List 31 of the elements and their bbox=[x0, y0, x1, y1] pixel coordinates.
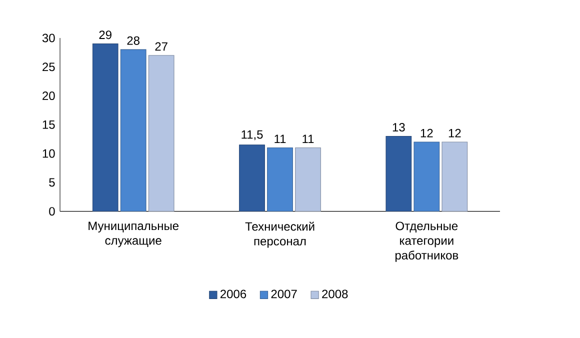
data-label: 11 bbox=[274, 134, 286, 144]
data-label: 28 bbox=[127, 36, 140, 45]
legend-label: 2008 bbox=[322, 290, 348, 298]
data-label: 27 bbox=[155, 42, 168, 51]
y-tick-label: 15 bbox=[42, 120, 55, 129]
y-tick-label: 20 bbox=[42, 92, 55, 100]
legend-label: 2006 bbox=[220, 290, 246, 298]
bar bbox=[92, 44, 118, 212]
y-tick-label: 10 bbox=[42, 149, 55, 158]
data-label: 12 bbox=[448, 128, 461, 138]
data-label: 11 bbox=[302, 134, 314, 144]
bar bbox=[239, 144, 265, 212]
x-tick-label: Технический персонал bbox=[245, 222, 314, 248]
legend-label: 2007 bbox=[271, 290, 297, 298]
y-tick-label: 25 bbox=[42, 62, 55, 72]
bar bbox=[386, 136, 412, 212]
data-label: 13 bbox=[392, 123, 405, 132]
bar bbox=[414, 142, 440, 212]
bar bbox=[148, 55, 174, 212]
data-label: 11,5 bbox=[242, 130, 263, 140]
bar bbox=[267, 148, 293, 212]
bar bbox=[442, 142, 468, 212]
data-label: 12 bbox=[420, 128, 433, 138]
x-tick-label: Муниципальные служащие bbox=[88, 222, 179, 248]
data-label: 29 bbox=[99, 30, 112, 40]
bar bbox=[295, 148, 321, 212]
y-tick-label: 5 bbox=[49, 178, 55, 187]
x-tick-label: Отдельные категории работников bbox=[395, 222, 458, 262]
y-tick-label: 0 bbox=[49, 207, 55, 216]
y-tick-label: 30 bbox=[42, 34, 55, 42]
bar bbox=[120, 49, 146, 212]
